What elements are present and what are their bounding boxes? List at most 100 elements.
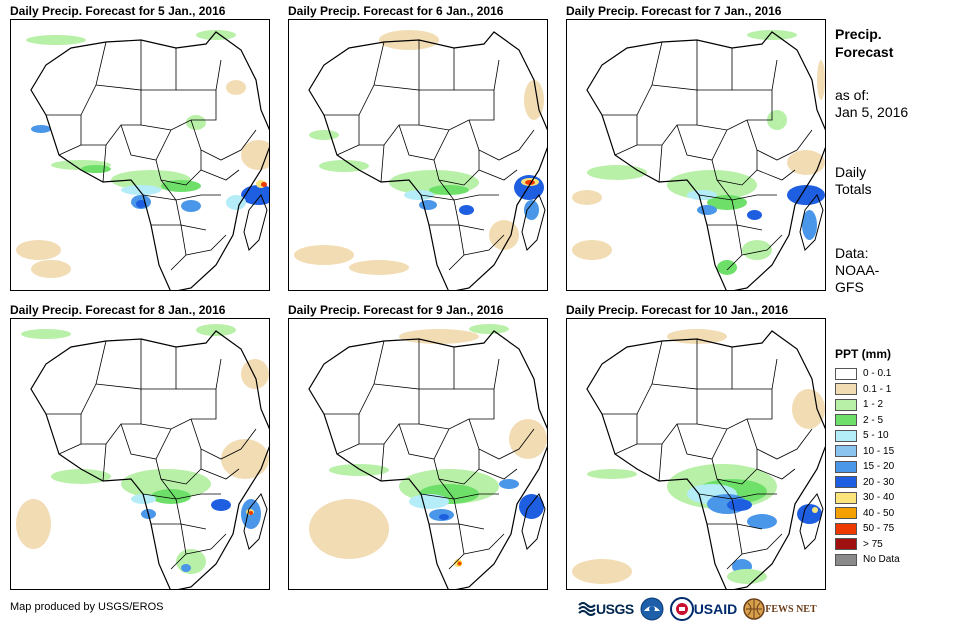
legend-label: 40 - 50 — [863, 507, 895, 519]
legend-item: 40 - 50 — [835, 506, 900, 522]
legend-item: > 75 — [835, 537, 900, 553]
totals-line-1: Daily — [835, 164, 867, 180]
precip-area — [226, 80, 246, 95]
asof-date: Jan 5, 2016 — [835, 104, 909, 120]
madagascar-outline — [243, 493, 268, 550]
country-border — [46, 340, 107, 415]
precip-area — [817, 60, 825, 100]
country-border — [746, 418, 813, 460]
country-border — [741, 533, 783, 555]
precip-area — [742, 240, 772, 260]
country-border — [95, 339, 142, 390]
country-border — [746, 119, 813, 161]
country-border — [636, 90, 698, 146]
country-border — [602, 41, 663, 116]
precip-area — [329, 464, 389, 476]
country-border — [716, 478, 763, 530]
country-border — [651, 339, 698, 390]
country-border — [697, 347, 733, 390]
data-line-2: NOAA- — [835, 262, 880, 278]
legend-swatch — [835, 367, 857, 380]
country-border — [707, 523, 743, 570]
country-border — [102, 443, 107, 482]
forecast-panel-jan6: Daily Precip. Forecast for 6 Jan., 2016 — [288, 4, 548, 291]
country-border — [429, 224, 465, 271]
country-border — [185, 533, 227, 555]
legend-item: No Data — [835, 552, 900, 568]
country-border — [602, 340, 663, 415]
usaid-label: USAID — [693, 601, 738, 617]
legend-label: 30 - 40 — [863, 492, 895, 504]
data-source: Data: NOAA- GFS — [835, 245, 879, 296]
country-border — [120, 423, 172, 460]
africa-map-svg — [16, 324, 269, 589]
country-border — [102, 144, 107, 183]
precip-area — [16, 499, 51, 549]
precip-area — [31, 260, 71, 278]
country-border — [696, 90, 773, 131]
country-border — [429, 523, 465, 570]
legend-swatch — [835, 383, 857, 396]
country-border — [358, 389, 420, 445]
legend-swatch — [835, 491, 857, 504]
country-border — [463, 234, 505, 256]
precip-area — [747, 210, 762, 220]
usaid-seal-logo: USAID — [669, 597, 738, 621]
precip-area — [797, 504, 822, 524]
legend-item: 2 - 5 — [835, 413, 900, 429]
precip-area — [787, 185, 825, 205]
precip-area — [792, 389, 825, 429]
africa-coastline — [308, 330, 547, 589]
forecast-panel-jan8: Daily Precip. Forecast for 8 Jan., 2016 — [10, 303, 270, 590]
country-border — [741, 234, 783, 256]
legend: PPT (mm) 0 - 0.1 0.1 - 1 1 - 2 2 - 5 5 - 10 1… — [835, 347, 900, 568]
precip-area — [572, 190, 602, 205]
country-border — [419, 48, 455, 91]
precip-area — [747, 30, 797, 40]
country-border — [418, 389, 495, 430]
africa-coastline — [586, 330, 825, 589]
precip-area — [309, 499, 389, 559]
country-border — [756, 468, 796, 480]
usgs-logo: USGS — [578, 600, 634, 618]
country-border — [141, 347, 177, 390]
country-border — [358, 90, 420, 146]
legend-swatch — [835, 476, 857, 489]
panel-title: Daily Precip. Forecast for 9 Jan., 2016 — [288, 303, 504, 317]
legend-swatch — [835, 445, 857, 458]
africa-map-svg — [308, 324, 547, 589]
country-border — [658, 144, 663, 183]
legend-label: 0.1 - 1 — [863, 383, 892, 395]
precip-area — [51, 469, 111, 484]
precip-area — [181, 564, 191, 572]
country-border — [373, 339, 420, 390]
country-border — [433, 449, 480, 485]
country-border — [190, 119, 257, 161]
panel-title: Daily Precip. Forecast for 7 Jan., 2016 — [566, 4, 782, 18]
africa-map-svg — [294, 30, 547, 290]
precip-area — [697, 205, 717, 215]
precip-area — [409, 494, 449, 509]
precip-area — [458, 562, 461, 565]
precip-area — [747, 514, 777, 529]
country-border — [46, 41, 107, 116]
precip-area — [21, 329, 71, 339]
precip-area — [404, 190, 434, 200]
precip-area — [261, 182, 267, 187]
madagascar-outline — [521, 493, 546, 550]
country-border — [478, 468, 518, 480]
legend-item: 15 - 20 — [835, 459, 900, 475]
country-border — [698, 194, 777, 201]
country-border — [58, 443, 82, 455]
country-border — [155, 150, 202, 186]
precip-area — [469, 324, 509, 334]
panel-title: Daily Precip. Forecast for 5 Jan., 2016 — [10, 4, 226, 18]
legend-label: 2 - 5 — [863, 414, 884, 426]
africa-map-svg — [16, 30, 269, 290]
precip-area — [459, 205, 474, 215]
precip-area — [349, 260, 409, 275]
data-line-3: GFS — [835, 279, 864, 295]
precip-area — [196, 324, 236, 336]
africa-coastline — [30, 31, 269, 290]
legend-rows: 0 - 0.1 0.1 - 1 1 - 2 2 - 5 5 - 10 10 - 15 15 … — [835, 366, 900, 568]
